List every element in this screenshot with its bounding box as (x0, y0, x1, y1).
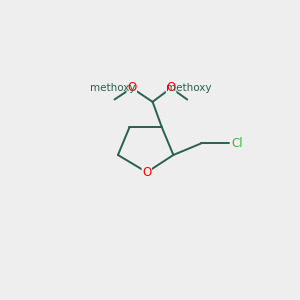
Text: O: O (142, 166, 152, 179)
Text: Cl: Cl (232, 137, 243, 150)
Text: O: O (167, 82, 176, 94)
Text: methoxy: methoxy (166, 83, 212, 93)
Text: O: O (127, 82, 136, 94)
Text: methoxy: methoxy (90, 83, 135, 93)
